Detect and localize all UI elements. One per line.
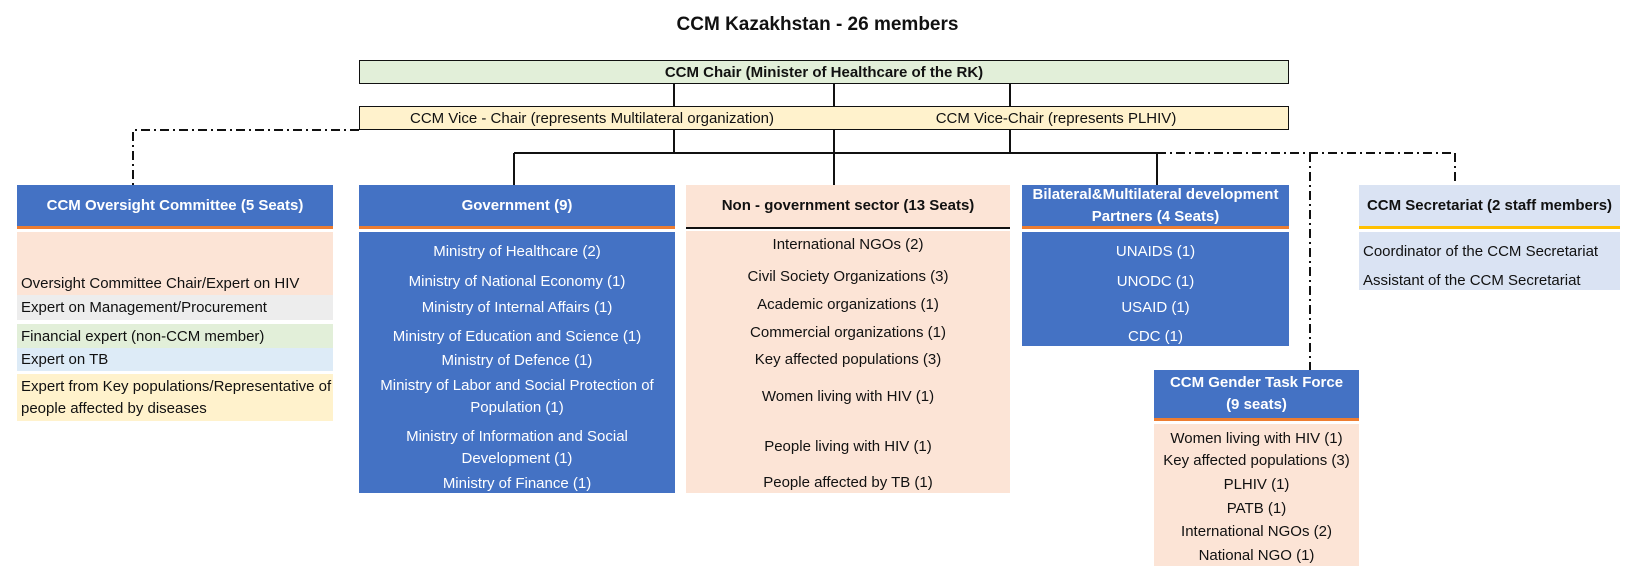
partners-body bbox=[1022, 232, 1289, 346]
ccm-chair-box: CCM Chair (Minister of Healthcare of the… bbox=[359, 60, 1289, 84]
partners-item: UNAIDS (1) bbox=[1115, 242, 1196, 260]
government-item: Ministry of Healthcare (2) bbox=[433, 242, 601, 260]
government-item: Ministry of Labor and Social Protection … bbox=[380, 377, 654, 416]
government-header: Government (9) bbox=[359, 185, 675, 229]
government-item: Ministry of National Economy (1) bbox=[408, 272, 626, 290]
partners-item: UNODC (1) bbox=[1116, 272, 1195, 290]
ngo-item: Academic organizations (1) bbox=[757, 295, 939, 313]
secretariat-item: Assistant of the CCM Secretariat bbox=[1363, 271, 1581, 289]
government-item: Ministry of Internal Affairs (1) bbox=[421, 298, 613, 316]
ngo-item: People affected by TB (1) bbox=[763, 473, 933, 491]
vice-chair-plhiv: CCM Vice-Chair (represents PLHIV) bbox=[824, 107, 1288, 129]
partners-header: Bilateral&Multilateral development Partn… bbox=[1022, 185, 1289, 229]
page-title: CCM Kazakhstan - 26 members bbox=[676, 14, 959, 35]
ngo-item: People living with HIV (1) bbox=[764, 437, 932, 455]
gender-item: International NGOs (2) bbox=[1181, 522, 1332, 540]
oversight-item: Financial expert (non-CCM member) bbox=[17, 324, 333, 348]
ngo-item: Civil Society Organizations (3) bbox=[747, 267, 949, 285]
ngo-item: Key affected populations (3) bbox=[754, 350, 942, 368]
vice-chair-multilateral: CCM Vice - Chair (represents Multilatera… bbox=[360, 107, 824, 129]
gender-item: PATB (1) bbox=[1226, 499, 1287, 517]
government-body bbox=[359, 232, 675, 493]
gender-item: National NGO (1) bbox=[1198, 546, 1315, 564]
gender-item: PLHIV (1) bbox=[1223, 475, 1290, 493]
secretariat-item: Coordinator of the CCM Secretariat bbox=[1363, 242, 1599, 260]
secretariat-header: CCM Secretariat (2 staff members) bbox=[1359, 185, 1620, 229]
oversight-spacer bbox=[17, 232, 333, 271]
ngo-item: Commercial organizations (1) bbox=[750, 323, 946, 341]
oversight-item: Expert on Management/Procurement bbox=[17, 295, 333, 320]
government-item: Ministry of Information and Social Devel… bbox=[406, 428, 628, 467]
ngo-item: Women living with HIV (1) bbox=[761, 387, 935, 405]
secretariat-body bbox=[1359, 232, 1620, 290]
gender-task-force-body bbox=[1154, 424, 1359, 566]
government-item: Ministry of Education and Science (1) bbox=[392, 327, 642, 345]
partners-item: USAID (1) bbox=[1121, 298, 1190, 316]
government-item: Ministry of Defence (1) bbox=[441, 351, 593, 369]
oversight-item: Oversight Committee Chair/Expert on HIV bbox=[17, 271, 333, 295]
ngo-body bbox=[686, 231, 1010, 493]
oversight-item: Expert from Key populations/Representati… bbox=[17, 374, 333, 421]
ngo-item: International NGOs (2) bbox=[772, 235, 924, 253]
government-item: Ministry of Finance (1) bbox=[442, 474, 592, 492]
gender-item: Women living with HIV (1) bbox=[1170, 429, 1343, 447]
gender-item: Key affected populations (3) bbox=[1163, 451, 1350, 469]
oversight-committee-header: CCM Oversight Committee (5 Seats) bbox=[17, 185, 333, 229]
partners-item: CDC (1) bbox=[1128, 327, 1183, 345]
vice-chair-bar: CCM Vice - Chair (represents Multilatera… bbox=[359, 106, 1289, 130]
ngo-header: Non - government sector (13 Seats) bbox=[686, 185, 1010, 229]
oversight-item: Expert on TB bbox=[17, 348, 333, 371]
gender-task-force-header: CCM Gender Task Force (9 seats) bbox=[1154, 370, 1359, 421]
